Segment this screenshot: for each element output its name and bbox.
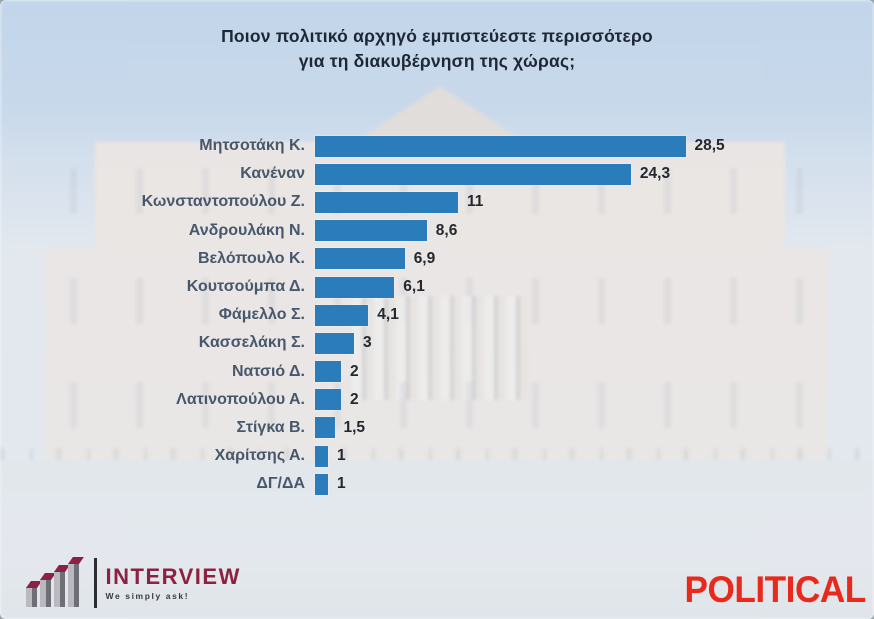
bar-label: Χαρίτσης Α. [214,447,305,465]
bar [315,304,369,326]
interview-bars-icon [26,559,82,607]
bar [315,445,328,467]
bar-chart: Μητσοτάκη Κ. 28,5 Κανέναν 24,3 Κωνσταντοπούλ… [0,132,874,498]
bar-row: Κασσελάκη Σ. 3 [0,329,874,357]
bar-track: 6,1 [315,276,874,298]
bar-value: 1 [337,475,346,493]
bar-row: Κουτσούμπα Δ. 6,1 [0,273,874,301]
bar-icon-segment [54,571,65,607]
bar-value: 11 [467,193,484,211]
bar-row: Νατσιό Δ. 2 [0,358,874,386]
building-pediment [352,86,528,144]
bar-label: Κωνσταντοπούλου Ζ. [141,193,305,211]
bar [315,191,458,213]
bar-value: 24,3 [639,165,671,183]
bar-row: Φάμελλο Σ. 4,1 [0,301,874,329]
bar-track: 11 [315,191,874,213]
chart-title-line1: Ποιον πολιτικό αρχηγό εμπιστεύεστε περισ… [221,26,653,46]
bar-label: Λατινοπούλου Α. [176,390,305,408]
bar-track: 6,9 [315,248,874,270]
foreground-square [0,460,874,619]
interview-name: INTERVIEW [105,564,241,590]
bar-value: 2 [350,362,359,380]
bar-value: 1 [337,447,346,465]
bar [315,220,427,242]
bar-track: 1 [315,445,874,467]
bar-label: Ανδρουλάκη Ν. [188,221,305,239]
building-colonnade [352,296,528,400]
interview-tagline: We simply ask! [105,590,190,601]
bar-value: 8,6 [435,221,458,239]
bar-icon-segment [40,579,51,607]
bar-track: 28,5 [315,135,874,157]
bar-label: Στίγκα Β. [236,418,305,436]
bar-row: Κωνσταντοπούλου Ζ. 11 [0,188,874,216]
building-windows [70,382,810,428]
bar-track: 4,1 [315,304,874,326]
bar-icon-segment [68,563,79,607]
bar-value: 28,5 [694,137,725,155]
bar [315,163,631,185]
bar-label: Μητσοτάκη Κ. [199,137,305,155]
political-logo: POLITICAL [684,569,867,610]
bar-track: 1,5 [315,417,874,439]
bar-row: Βελόπουλο Κ. 6,9 [0,245,874,273]
bar-value: 6,1 [403,278,425,296]
chart-title-line2: για τη διακυβέρνηση της χώρας; [298,50,576,71]
chart-title: Ποιον πολιτικό αρχηγό εμπιστεύεστε περισ… [0,24,874,73]
bar-value: 3 [363,334,372,352]
bar [315,473,328,495]
bar-track: 2 [315,361,874,383]
interview-logo: INTERVIEW We simply ask! [26,555,241,611]
bar [315,417,335,439]
bar-label: Κασσελάκη Σ. [198,334,305,352]
bar-row: Στίγκα Β. 1,5 [0,414,874,442]
bar-value: 6,9 [413,249,436,267]
bar-label: Κανέναν [240,165,305,183]
bar-row: Μητσοτάκη Κ. 28,5 [0,132,874,160]
bar-track: 3 [315,332,874,354]
logo-divider [94,558,97,608]
bar-row: Χαρίτσης Α. 1 [0,442,874,470]
bar-label: ΔΓ/ΔΑ [256,475,305,493]
bar-icon-segment [26,587,37,607]
interview-wordmark: INTERVIEW We simply ask! [106,565,241,600]
bar-label: Βελόπουλο Κ. [198,249,305,267]
bar-track: 1 [315,473,874,495]
bar-label: Φάμελλο Σ. [218,306,305,324]
bar-label: Κουτσούμπα Δ. [186,278,305,296]
bar-value: 1,5 [343,418,366,436]
bar [315,332,354,354]
bar-row: ΔΓ/ΔΑ 1 [0,470,874,498]
bar-track: 2 [315,389,874,411]
bar-value: 2 [350,390,359,408]
bar-track: 8,6 [315,220,874,242]
bar [315,135,686,157]
bar-label: Νατσιό Δ. [231,362,305,380]
bar [315,389,341,411]
bar-row: Κανέναν 24,3 [0,160,874,188]
bar [315,361,341,383]
bar-track: 24,3 [315,163,874,185]
bar [315,276,395,298]
bar [315,248,405,270]
bar-row: Ανδρουλάκη Ν. 8,6 [0,217,874,245]
bar-row: Λατινοπούλου Α. 2 [0,386,874,414]
bar-value: 4,1 [377,306,399,324]
